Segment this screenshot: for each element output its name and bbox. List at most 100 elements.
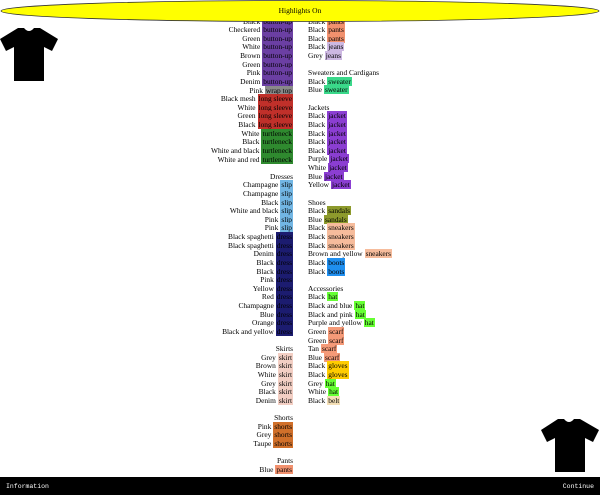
item-row: Brown button-up bbox=[211, 51, 293, 61]
item-highlight: turtleneck bbox=[261, 145, 293, 155]
item-prefix: Pink bbox=[249, 85, 263, 95]
item-prefix: Black and yellow bbox=[222, 326, 274, 336]
item-highlight: slip bbox=[280, 197, 293, 207]
item-prefix: Black bbox=[308, 370, 326, 380]
item-highlight: dress bbox=[275, 240, 293, 250]
item-highlight: hat bbox=[354, 301, 366, 311]
item-highlight: dress bbox=[275, 292, 293, 302]
item-highlight: sneakers bbox=[327, 240, 355, 250]
item-prefix: Yellow bbox=[308, 180, 330, 190]
item-row: Green long sleeve bbox=[211, 111, 293, 121]
item-prefix: Grey bbox=[261, 378, 276, 388]
item-prefix: Black spaghetti bbox=[228, 232, 274, 242]
item-row: Checkered button-up bbox=[211, 25, 293, 35]
item-prefix: Tan bbox=[308, 344, 319, 354]
item-prefix: Yellow bbox=[252, 283, 274, 293]
item-prefix: Pink bbox=[257, 421, 272, 431]
item-prefix: Denim bbox=[253, 249, 274, 259]
item-prefix: Grey bbox=[256, 430, 272, 440]
item-highlight: button-up bbox=[262, 42, 293, 52]
item-row: Black and yellow dress bbox=[211, 326, 293, 337]
left-column: Blackbutton-upCheckeredbutton-upGreenbut… bbox=[211, 16, 293, 475]
item-highlight: button-up bbox=[262, 68, 293, 78]
item-highlight: jacket bbox=[327, 128, 347, 138]
item-row: Tan scarf bbox=[308, 344, 392, 354]
category-group: Blackbutton-upCheckeredbutton-upGreenbut… bbox=[211, 16, 293, 165]
item-highlight: belt bbox=[327, 395, 341, 405]
category-group: Jackets Black jacket Black jacket Black jacket… bbox=[308, 102, 392, 190]
item-row: Champagne dress bbox=[211, 301, 293, 311]
toggle-label: Highlights On bbox=[278, 6, 322, 15]
category-group: Shorts Pink shorts Grey shorts Taupe shorts bbox=[211, 414, 293, 449]
category-header: Jackets bbox=[308, 102, 330, 112]
item-row: White and black slip bbox=[211, 206, 293, 216]
item-row: Black sneakers bbox=[308, 232, 392, 242]
item-prefix: White bbox=[241, 128, 260, 138]
item-prefix: Green bbox=[237, 111, 256, 121]
item-highlight: sweater bbox=[323, 85, 349, 95]
item-row: Black jacket bbox=[308, 145, 392, 156]
item-row: Pink slip bbox=[211, 223, 293, 233]
item-highlight: jacket bbox=[328, 163, 348, 173]
item-prefix: Black bbox=[256, 257, 274, 267]
item-prefix: Grey bbox=[308, 378, 323, 388]
item-row: White jacket bbox=[308, 163, 392, 173]
item-row: Black and pink hat bbox=[308, 309, 392, 320]
item-row: Blue sandals bbox=[308, 214, 392, 225]
item-highlight: boots bbox=[327, 257, 346, 267]
item-prefix: Denim bbox=[240, 76, 261, 86]
item-prefix: Grey bbox=[261, 352, 276, 362]
item-prefix: Green bbox=[308, 326, 327, 336]
item-prefix: Black spaghetti bbox=[228, 240, 274, 250]
category-header: Accessories bbox=[308, 283, 344, 293]
item-highlight: scarf bbox=[328, 326, 345, 336]
item-row: Pink shorts bbox=[211, 421, 293, 432]
item-row: Black long sleeve bbox=[211, 120, 293, 130]
item-highlight: shorts bbox=[273, 421, 293, 431]
item-prefix: Black bbox=[261, 197, 279, 207]
item-highlight: dress bbox=[275, 249, 293, 259]
item-row: Black gloves bbox=[308, 361, 392, 371]
category-group: Dresses Champagne slip Champagne slip Black sl… bbox=[211, 171, 293, 337]
item-row: Black jacket bbox=[308, 137, 392, 147]
category-header: Dresses bbox=[270, 171, 293, 181]
category-group: Skirts Grey skirt Brown skirt White skirt Grey s… bbox=[211, 345, 293, 405]
item-row: Pink dress bbox=[211, 275, 293, 285]
item-highlight: scarf bbox=[328, 335, 345, 345]
item-row: Black sneakers bbox=[308, 223, 392, 233]
item-prefix: Black bbox=[308, 232, 326, 242]
item-prefix: Black bbox=[308, 292, 326, 302]
item-prefix: Green bbox=[242, 33, 261, 43]
item-highlight: button-up bbox=[262, 59, 293, 69]
item-highlight: sandals bbox=[323, 214, 348, 224]
item-prefix: Brown bbox=[255, 361, 276, 371]
item-highlight: long sleeve bbox=[257, 120, 293, 129]
continue-button[interactable]: Continue bbox=[562, 483, 594, 490]
item-highlight: hat bbox=[324, 378, 336, 388]
information-button[interactable]: Information bbox=[6, 483, 49, 490]
item-prefix: Taupe bbox=[253, 439, 272, 449]
item-row: Orange dress bbox=[211, 318, 293, 328]
item-highlight: slip bbox=[280, 206, 293, 216]
item-highlight: scarf bbox=[323, 352, 341, 362]
item-highlight: long sleeve bbox=[257, 111, 293, 121]
item-prefix: Black bbox=[308, 128, 326, 138]
item-row: Black slip bbox=[211, 197, 293, 208]
item-highlight: pants bbox=[327, 33, 345, 43]
item-highlight: boots bbox=[327, 266, 346, 276]
item-row: Grey hat bbox=[308, 378, 392, 389]
item-highlight: sandals bbox=[327, 206, 352, 216]
category-header: Pants bbox=[276, 456, 293, 466]
item-highlight: slip bbox=[280, 223, 293, 233]
highlights-toggle[interactable]: Highlights On bbox=[0, 0, 600, 22]
item-highlight: jacket bbox=[327, 137, 347, 147]
item-row: Brown and yellow sneakers bbox=[308, 249, 393, 259]
item-highlight: scarf bbox=[320, 344, 338, 354]
category-header: Shorts bbox=[274, 413, 293, 423]
item-prefix: Orange bbox=[252, 318, 274, 328]
item-row: Black sandals bbox=[308, 206, 392, 216]
item-row: Pink button-up bbox=[211, 68, 293, 78]
item-row: Black jeans bbox=[308, 42, 392, 52]
